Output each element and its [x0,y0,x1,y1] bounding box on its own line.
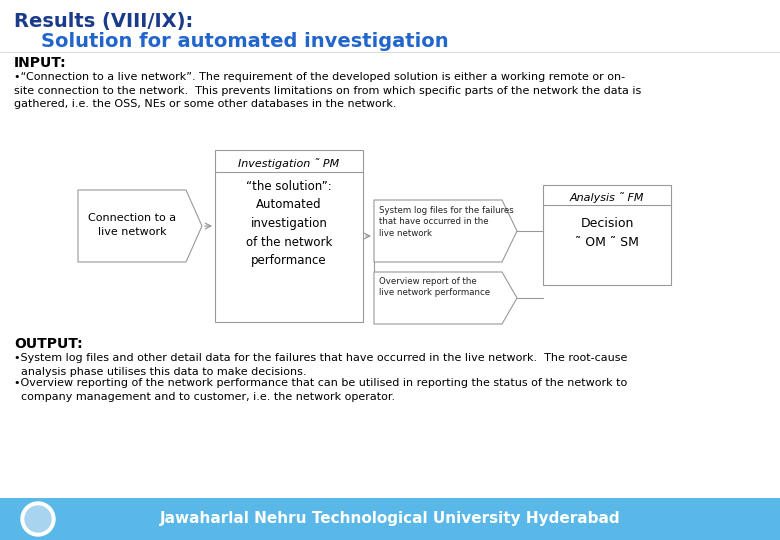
Text: Analysis ˜ FM: Analysis ˜ FM [569,192,644,203]
Text: •“Connection to a live network”. The requirement of the developed solution is ei: •“Connection to a live network”. The req… [14,72,641,109]
Text: Decision
˜ OM ˜ SM: Decision ˜ OM ˜ SM [575,217,639,249]
Text: Connection to a
live network: Connection to a live network [88,213,176,237]
Text: “the solution”:
Automated
investigation
of the network
performance: “the solution”: Automated investigation … [246,180,332,267]
Text: INPUT:: INPUT: [14,56,66,70]
Text: OUTPUT:: OUTPUT: [14,337,83,351]
FancyBboxPatch shape [215,150,363,322]
Text: •System log files and other detail data for the failures that have occurred in t: •System log files and other detail data … [14,353,627,376]
Circle shape [21,502,55,536]
Text: Jawaharlal Nehru Technological University Hyderabad: Jawaharlal Nehru Technological Universit… [160,511,620,526]
Bar [0,498,780,540]
Text: Solution for automated investigation: Solution for automated investigation [14,32,448,51]
Circle shape [25,506,51,532]
Text: •Overview reporting of the network performance that can be utilised in reporting: •Overview reporting of the network perfo… [14,378,627,402]
Text: Investigation ˜ PM: Investigation ˜ PM [239,158,339,169]
Polygon shape [78,190,202,262]
Polygon shape [374,200,517,262]
Text: System log files for the failures
that have occurred in the
live network: System log files for the failures that h… [379,206,514,238]
Text: Overview report of the
live network performance: Overview report of the live network perf… [379,277,490,298]
FancyBboxPatch shape [543,185,671,285]
Polygon shape [374,272,517,324]
Text: Results (VIII/IX):: Results (VIII/IX): [14,12,193,31]
